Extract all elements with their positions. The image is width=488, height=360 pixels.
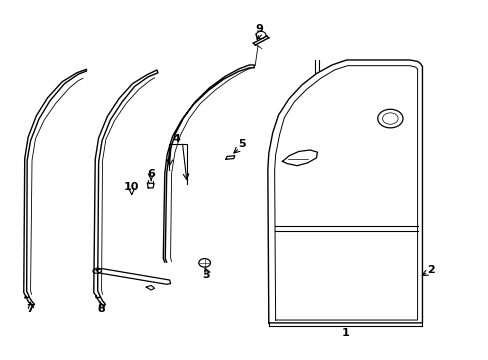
Text: 8: 8 bbox=[97, 304, 105, 314]
Text: 3: 3 bbox=[203, 270, 210, 280]
Text: 9: 9 bbox=[255, 24, 263, 34]
Text: 10: 10 bbox=[124, 182, 139, 192]
Text: 4: 4 bbox=[172, 134, 180, 144]
Text: 6: 6 bbox=[147, 169, 155, 179]
Text: 7: 7 bbox=[27, 304, 34, 314]
Text: 1: 1 bbox=[341, 328, 349, 338]
Text: 2: 2 bbox=[427, 265, 434, 275]
Text: 5: 5 bbox=[237, 139, 245, 149]
